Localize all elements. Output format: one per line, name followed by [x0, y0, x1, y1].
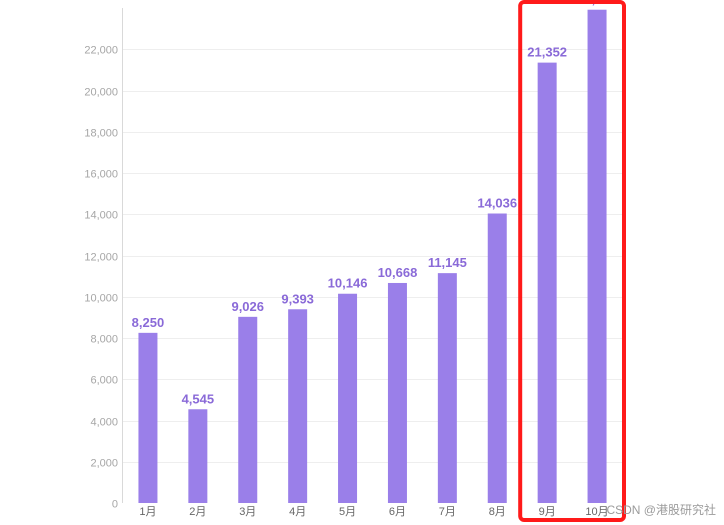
bar — [587, 9, 607, 503]
bar — [387, 282, 407, 503]
y-tick-label: 22,000 — [84, 45, 118, 57]
y-tick-label: 14,000 — [84, 210, 118, 222]
data-label: 9,393 — [281, 291, 314, 306]
x-tick-label: 1月 — [139, 506, 156, 518]
y-tick-label: 18,000 — [84, 128, 118, 140]
x-tick-label: 2月 — [189, 506, 206, 518]
bar — [537, 62, 557, 504]
data-label: 10,146 — [328, 276, 368, 291]
y-tick-label: 6,000 — [90, 375, 118, 387]
data-label: 9,026 — [231, 299, 264, 314]
data-label: 21,352 — [527, 45, 567, 60]
bar — [138, 332, 158, 503]
y-tick-label: 8,000 — [90, 334, 118, 346]
y-tick-label: 10,000 — [84, 293, 118, 305]
y-tick-label: 4,000 — [90, 417, 118, 429]
bar — [238, 316, 258, 503]
bar — [437, 273, 457, 503]
x-tick-label: 4月 — [289, 506, 306, 518]
y-axis-ticks: 0 2,000 4,000 6,000 8,000 10,000 12,000 14,000 1… — [84, 45, 118, 511]
bar — [288, 309, 308, 503]
x-tick-label: 8月 — [489, 506, 506, 518]
y-tick-label: 12,000 — [84, 252, 118, 264]
x-tick-label: 7月 — [439, 506, 456, 518]
y-tick-label: 20,000 — [84, 87, 118, 99]
data-label: 14,036 — [477, 196, 517, 211]
bar — [188, 409, 208, 503]
x-tick-label: 9月 — [539, 506, 556, 518]
y-tick-label: 16,000 — [84, 169, 118, 181]
bars — [138, 9, 607, 504]
data-label: 4,545 — [182, 391, 215, 406]
data-label: 11,145 — [428, 255, 467, 270]
x-tick-label: 10月 — [585, 506, 608, 518]
data-labels: 8,250 4,545 9,026 9,393 10,146 10,668 11,145 14… — [132, 0, 617, 406]
x-tick-label: 5月 — [339, 506, 356, 518]
data-label: 10,668 — [378, 265, 418, 280]
x-tick-label: 6月 — [389, 506, 406, 518]
y-tick-label: 2,000 — [90, 458, 118, 470]
x-tick-label: 3月 — [239, 506, 256, 518]
bar — [338, 293, 358, 503]
highlight-box — [518, 0, 627, 522]
watermark: CSDN @港股研究社 — [606, 503, 716, 517]
y-tick-label: 0 — [112, 499, 118, 511]
bar — [487, 213, 507, 503]
data-label: 8,250 — [132, 315, 165, 330]
x-axis-ticks: 1月 2月 3月 4月 5月 6月 7月 8月 9月 10月 — [139, 506, 608, 518]
